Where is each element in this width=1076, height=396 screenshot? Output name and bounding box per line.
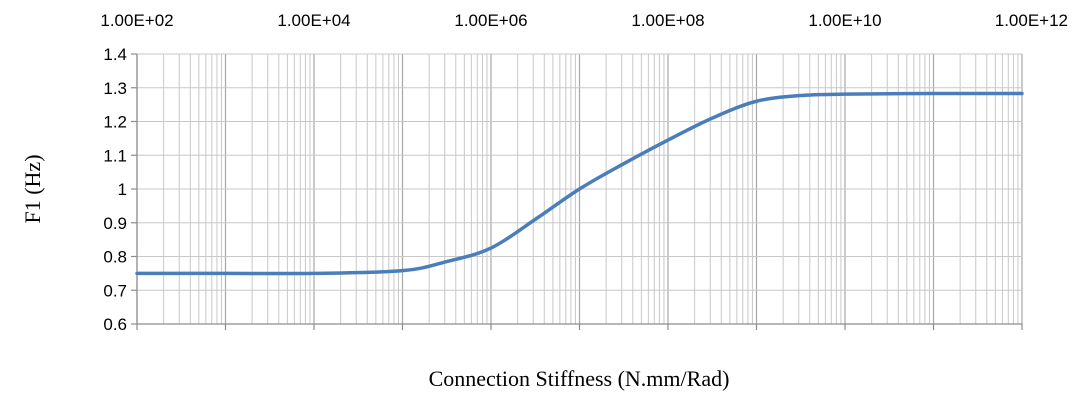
x-tick-label: 1.00E+06	[454, 11, 527, 30]
y-tick-label: 1	[118, 180, 127, 199]
x-tick-label: 1.00E+04	[277, 11, 350, 30]
y-tick-label: 0.9	[103, 214, 127, 233]
y-axis-title: F1 (Hz)	[20, 154, 45, 223]
y-tick-label: 1.2	[103, 113, 127, 132]
y-tick-label: 1.4	[103, 45, 127, 64]
x-tick-label: 1.00E+08	[631, 11, 704, 30]
y-tick-label: 1.3	[103, 79, 127, 98]
label-layer: 0.6 0.7 0.8 0.9 1 1.1 1.2 1.3 1.4 1.00E+02 1.00E+0…	[100, 11, 1068, 334]
y-tick-label: 0.6	[103, 315, 127, 334]
grid-layer	[136, 53, 1023, 325]
y-tick-label: 0.7	[103, 281, 127, 300]
x-axis-title: Connection Stiffness (N.mm/Rad)	[429, 366, 730, 391]
x-tick-label: 1.00E+02	[100, 11, 173, 30]
y-tick-label: 0.8	[103, 248, 127, 267]
x-tick-label: 1.00E+12	[995, 11, 1068, 30]
series-line	[135, 91, 1024, 276]
y-tick-label: 1.1	[103, 146, 127, 165]
axis-layer	[131, 53, 1023, 330]
series-layer	[135, 91, 1024, 276]
x-tick-label: 1.00E+10	[808, 11, 881, 30]
